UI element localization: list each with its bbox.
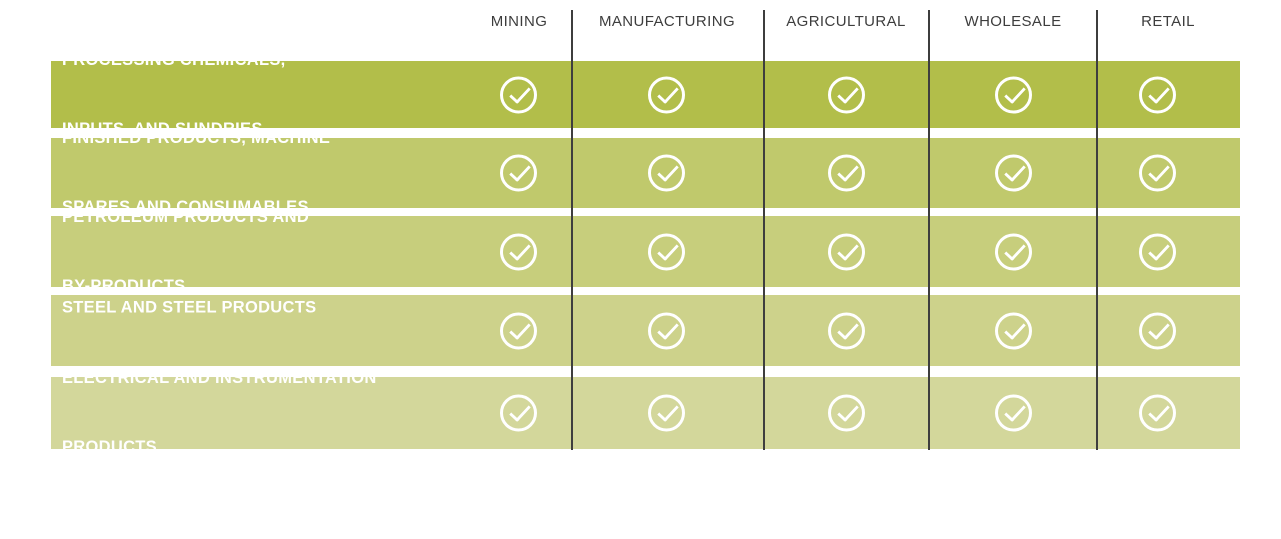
check-circle-icon <box>500 233 537 270</box>
check-circle-icon <box>1139 154 1176 192</box>
row-label-line: BY-PRODUCTS <box>62 276 186 295</box>
check-circle-icon <box>995 76 1032 113</box>
table-row: ELECTRICAL AND INSTRUMENTATION PRODUCTS <box>51 369 1240 456</box>
column-divider <box>763 10 765 450</box>
row-label-line: FINISHED PRODUCTS, MACHINE <box>62 129 331 147</box>
check-circle-icon <box>500 394 537 432</box>
row-label: PETROLEUM PRODUCTS AND BY-PRODUCTS <box>62 160 309 344</box>
check-circle-icon <box>648 233 685 270</box>
table-row: FINISHED PRODUCTS, MACHINE SPARES AND CO… <box>51 129 1240 216</box>
check-circle-icon <box>828 76 865 113</box>
check-circle-icon <box>648 394 685 432</box>
table-row: PETROLEUM PRODUCTS AND BY-PRODUCTS <box>51 208 1240 295</box>
table-row: STEEL AND STEEL PRODUCTS <box>51 295 1240 366</box>
column-header-agricultural: AGRICULTURAL <box>786 13 906 30</box>
row-label-line: PROCESSING CHEMICALS, <box>62 50 286 69</box>
column-divider <box>571 10 573 450</box>
check-circle-icon <box>500 312 537 349</box>
row-label: FINISHED PRODUCTS, MACHINE SPARES AND CO… <box>62 81 330 265</box>
check-circle-icon <box>995 394 1032 432</box>
check-circle-icon <box>1139 76 1176 113</box>
row-label-line: SPARES AND CONSUMABLES <box>62 198 309 216</box>
row-label: PROCESSING CHEMICALS, INPUTS AND SUNDRIE… <box>62 3 286 187</box>
check-circle-icon <box>828 233 865 270</box>
column-header-manufacturing: MANUFACTURING <box>598 13 736 30</box>
check-circle-icon <box>828 394 865 432</box>
check-circle-icon <box>500 76 537 113</box>
check-circle-icon <box>1139 312 1176 349</box>
check-circle-icon <box>995 233 1032 270</box>
check-circle-icon <box>500 154 537 192</box>
row-label: ELECTRICAL AND INSTRUMENTATION PRODUCTS <box>62 321 377 505</box>
check-circle-icon <box>648 312 685 349</box>
column-header-mining: MINING <box>490 13 548 30</box>
column-header-retail: RETAIL <box>1141 13 1195 30</box>
column-divider <box>1096 10 1098 450</box>
check-circle-icon <box>648 76 685 113</box>
check-circle-icon <box>648 154 685 192</box>
column-header-wholesale: WHOLESALE <box>964 13 1062 30</box>
row-label-line: ELECTRICAL AND INSTRUMENTATION <box>62 369 377 387</box>
check-circle-icon <box>1139 233 1176 270</box>
check-circle-icon <box>828 312 865 349</box>
check-circle-icon <box>1139 394 1176 432</box>
table-row: PROCESSING CHEMICALS, INPUTS AND SUNDRIE… <box>51 51 1240 138</box>
row-label-line: PRODUCTS <box>62 438 157 456</box>
row-label-line: STEEL AND STEEL PRODUCTS <box>62 298 317 316</box>
check-circle-icon <box>828 154 865 192</box>
row-label-line: INPUTS AND SUNDRIES <box>62 119 263 138</box>
check-circle-icon <box>995 154 1032 192</box>
column-divider <box>928 10 930 450</box>
row-label-line: PETROLEUM PRODUCTS AND <box>62 207 310 226</box>
check-circle-icon <box>995 312 1032 349</box>
row-label: STEEL AND STEEL PRODUCTS <box>62 250 316 411</box>
